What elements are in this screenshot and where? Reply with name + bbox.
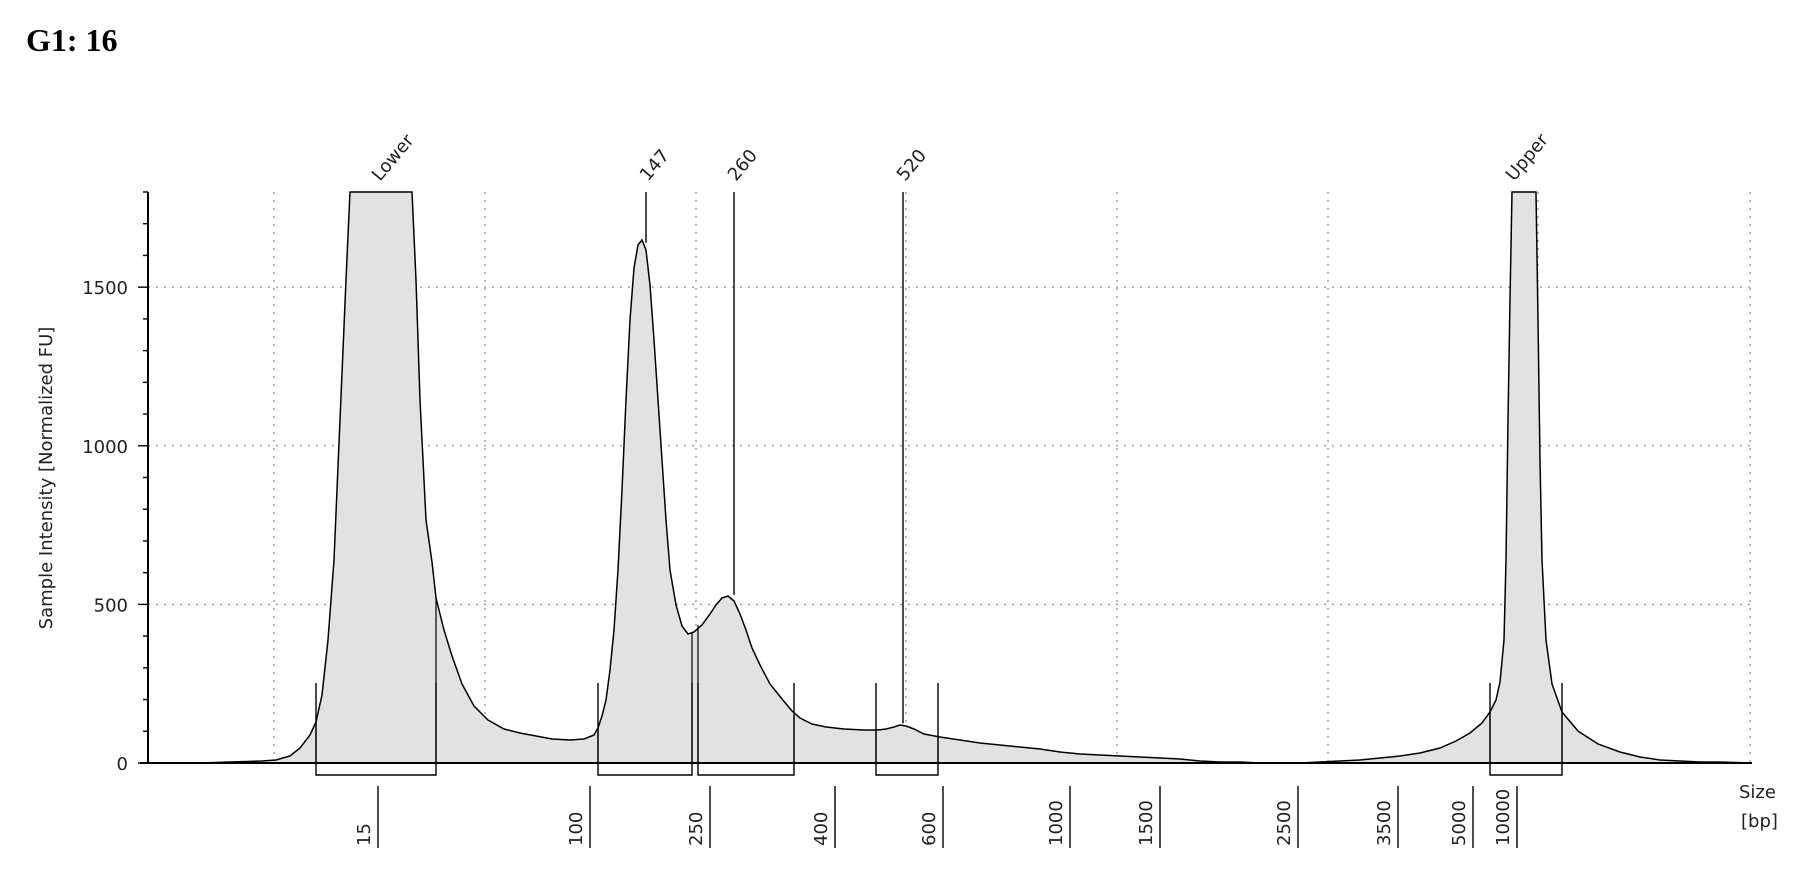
y-axis-label: Sample Intensity [Normalized FU] <box>36 327 57 630</box>
y-tick-label: 0 <box>117 754 128 775</box>
x-tick-label: 2500 <box>1274 800 1295 846</box>
y-tick-label: 500 <box>94 595 128 616</box>
x-tick-label: 600 <box>919 812 940 846</box>
x-tick-label: 100 <box>566 812 587 846</box>
x-axis-ticks: 15 100 250 400 600 1000 1500 2500 3500 5000 10000 <box>354 786 1518 848</box>
grid <box>148 192 1752 763</box>
peak-label: 147 <box>636 145 674 185</box>
integration-regions <box>315 598 1563 776</box>
curve-fill-area <box>148 192 1752 763</box>
peak-label: Lower <box>368 130 419 185</box>
y-axis-ticks: 0 500 1000 1500 <box>82 191 148 775</box>
x-tick-label: 5000 <box>1449 800 1470 846</box>
peak-label: Upper <box>1502 130 1554 186</box>
page-title: G1: 16 <box>26 22 118 58</box>
peak-label: 260 <box>724 145 762 185</box>
y-tick-label: 1500 <box>82 278 128 299</box>
x-tick-label: 250 <box>686 812 707 846</box>
x-tick-label: 10000 <box>1493 789 1514 846</box>
curve-line <box>148 191 1753 764</box>
x-tick-label: 1000 <box>1046 800 1067 846</box>
x-tick-label: 400 <box>811 812 832 846</box>
x-tick-label: 15 <box>354 823 375 846</box>
x-tick-label: 3500 <box>1374 800 1395 846</box>
x-axis-label-size: Size <box>1739 782 1776 803</box>
x-axis-label-unit: [bp] <box>1741 811 1778 832</box>
peak-label: 520 <box>893 145 931 185</box>
x-tick-label: 1500 <box>1136 800 1157 846</box>
y-tick-label: 1000 <box>82 437 128 458</box>
peak-markers: Lower 147 260 520 Upper <box>368 130 1554 724</box>
